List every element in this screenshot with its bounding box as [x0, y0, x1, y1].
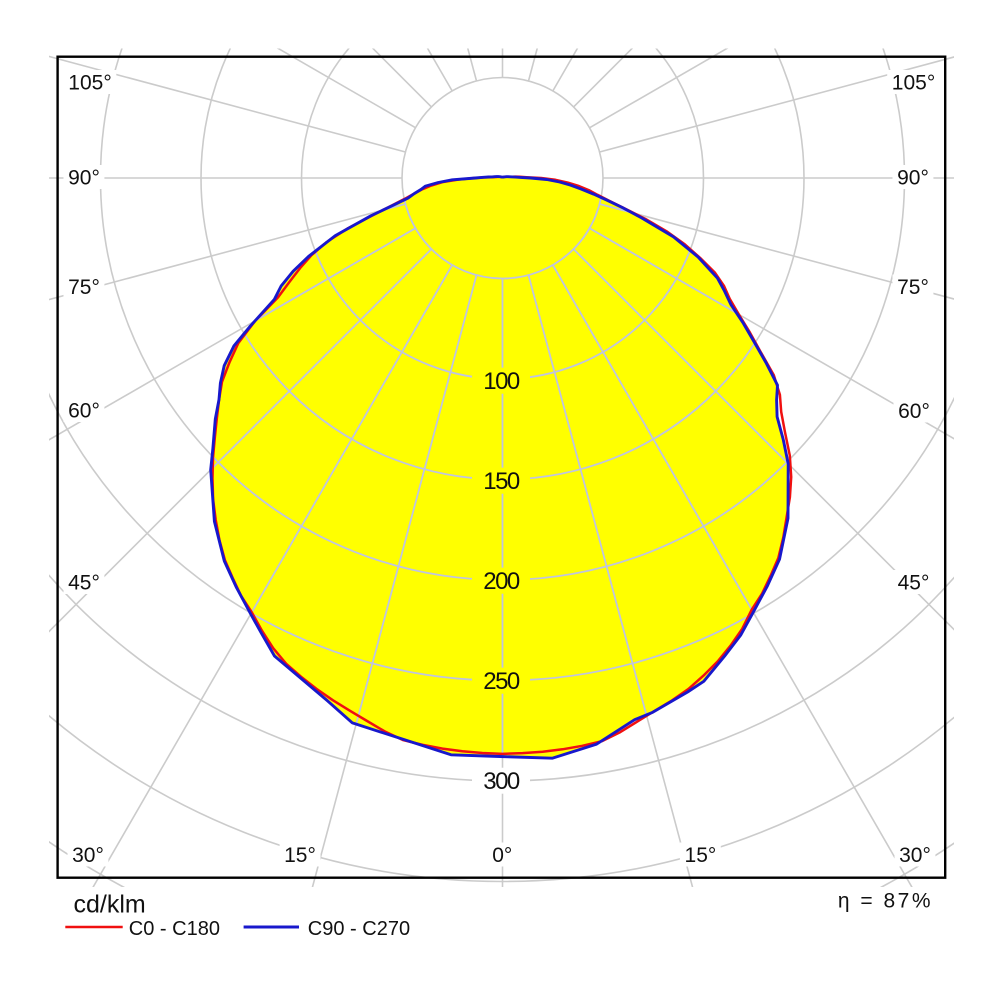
svg-text:30°: 30° — [899, 844, 931, 867]
svg-text:45°: 45° — [898, 572, 930, 595]
svg-text:15°: 15° — [685, 844, 717, 867]
svg-text:15°: 15° — [284, 844, 316, 867]
svg-text:200: 200 — [483, 568, 520, 595]
svg-text:45°: 45° — [68, 572, 100, 595]
svg-text:300: 300 — [483, 768, 520, 795]
svg-text:75°: 75° — [897, 276, 929, 299]
svg-text:150: 150 — [483, 468, 520, 495]
svg-text:η = 87%: η = 87% — [838, 890, 933, 913]
svg-text:C0 - C180: C0 - C180 — [129, 918, 220, 940]
svg-text:75°: 75° — [68, 276, 100, 299]
svg-text:250: 250 — [483, 668, 520, 695]
svg-text:90°: 90° — [68, 167, 100, 190]
svg-text:C90 - C270: C90 - C270 — [308, 918, 410, 940]
svg-text:30°: 30° — [72, 844, 104, 867]
svg-text:60°: 60° — [68, 400, 100, 423]
svg-text:0°: 0° — [492, 844, 512, 867]
svg-text:105°: 105° — [892, 72, 935, 95]
svg-text:105°: 105° — [68, 72, 111, 95]
svg-text:cd/klm: cd/klm — [74, 891, 146, 919]
svg-text:90°: 90° — [897, 167, 929, 190]
svg-text:60°: 60° — [898, 400, 930, 423]
svg-text:100: 100 — [483, 368, 520, 395]
